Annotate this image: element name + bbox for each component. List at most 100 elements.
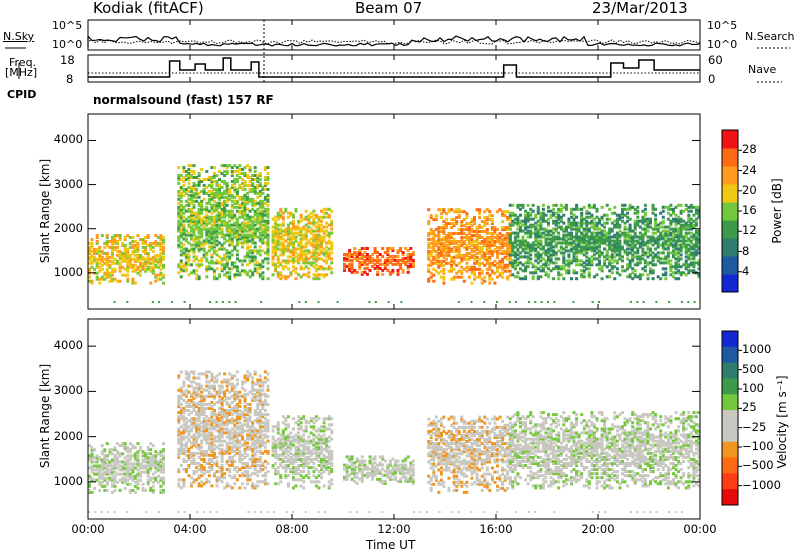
echo-cell xyxy=(195,219,199,223)
echo-cell xyxy=(621,259,624,263)
echo-cell xyxy=(258,223,262,227)
echo-cell xyxy=(210,227,214,231)
echo-cell xyxy=(223,199,227,203)
echo-cell xyxy=(429,251,433,255)
echo-cell xyxy=(513,267,517,271)
echo-cell xyxy=(225,259,229,263)
echo-cell xyxy=(646,261,650,265)
echo-cell xyxy=(615,247,619,251)
echo-cell xyxy=(516,239,520,243)
echo-cell xyxy=(154,234,158,237)
echo-cell xyxy=(197,443,201,447)
echo-cell xyxy=(603,247,607,251)
echo-cell xyxy=(139,273,142,277)
echo-cell xyxy=(615,259,619,263)
echo-cell xyxy=(187,215,191,219)
echo-cell xyxy=(636,241,640,245)
echo-cell xyxy=(212,239,216,243)
echo-cell xyxy=(457,301,460,303)
echo-cell xyxy=(626,253,630,257)
echo-cell xyxy=(184,409,188,412)
echo-cell xyxy=(513,255,517,259)
echo-cell xyxy=(467,228,471,231)
echo-cell xyxy=(322,275,326,279)
echo-cell xyxy=(524,275,528,279)
echo-cell xyxy=(452,222,456,226)
echo-cell xyxy=(141,261,145,265)
echo-cell xyxy=(575,237,579,241)
echo-cell xyxy=(182,407,186,410)
echo-cell xyxy=(187,203,191,207)
echo-cell xyxy=(251,227,255,231)
echo-cell xyxy=(674,243,678,247)
echo-cell xyxy=(598,227,601,231)
echo-cell xyxy=(184,199,188,203)
echo-cell xyxy=(205,402,209,406)
echo-cell xyxy=(230,185,234,189)
echo-cell xyxy=(179,211,183,215)
echo-cell xyxy=(587,261,591,265)
echo-cell xyxy=(266,229,270,233)
echo-cell xyxy=(465,236,469,239)
echo-cell xyxy=(100,474,104,478)
echo-cell xyxy=(179,187,183,191)
echo-cell xyxy=(184,417,188,421)
echo-cell xyxy=(233,245,237,249)
echo-cell xyxy=(608,207,612,211)
echo-cell xyxy=(618,243,622,247)
echo-cell xyxy=(207,466,211,470)
echo-cell xyxy=(151,480,155,484)
echo-cell xyxy=(93,257,97,261)
echo-cell xyxy=(651,259,655,263)
echo-cell xyxy=(664,255,668,259)
echo-cell xyxy=(207,370,211,374)
echo-cell xyxy=(225,197,229,201)
echo-cell xyxy=(116,480,119,484)
echo-cell xyxy=(190,249,193,253)
echo-cell xyxy=(541,257,545,261)
echo-cell xyxy=(600,253,604,257)
echo-cell xyxy=(480,247,484,251)
echo-cell xyxy=(205,429,209,433)
echo-cell xyxy=(475,226,479,230)
echo-cell xyxy=(536,231,540,235)
echo-cell xyxy=(363,247,367,250)
echo-cell xyxy=(598,243,601,247)
echo-cell xyxy=(674,221,678,225)
echo-cell xyxy=(184,405,188,408)
echo-cell xyxy=(111,470,114,474)
echo-cell xyxy=(149,281,153,285)
echo-cell xyxy=(409,264,413,268)
echo-cell xyxy=(215,439,219,443)
echo-cell xyxy=(649,261,652,265)
echo-cell xyxy=(207,386,211,390)
echo-cell xyxy=(649,267,652,271)
echo-cell xyxy=(577,239,581,243)
echo-cell xyxy=(286,227,290,231)
echo-cell xyxy=(672,271,675,275)
echo-cell xyxy=(687,217,691,221)
echo-cell xyxy=(682,225,686,229)
echo-cell xyxy=(462,241,466,245)
echo-cell xyxy=(559,241,563,245)
echo-cell xyxy=(187,419,191,423)
echo-cell xyxy=(205,221,209,225)
echo-cell xyxy=(205,441,209,445)
echo-cell xyxy=(697,261,701,265)
echo-cell xyxy=(238,237,242,241)
echo-cell xyxy=(585,243,589,247)
echo-cell xyxy=(304,243,308,247)
echo-cell xyxy=(460,265,464,269)
echo-cell xyxy=(427,251,431,255)
echo-cell xyxy=(212,472,216,476)
echo-cell xyxy=(93,259,97,263)
echo-cell xyxy=(677,259,681,263)
echo-cell xyxy=(251,237,255,241)
echo-cell xyxy=(159,251,163,255)
echo-cell xyxy=(562,235,566,239)
echo-cell xyxy=(205,269,209,273)
echo-cell xyxy=(207,189,211,193)
echo-cell xyxy=(228,231,232,235)
echo-cell xyxy=(187,398,191,402)
echo-cell xyxy=(450,265,454,269)
